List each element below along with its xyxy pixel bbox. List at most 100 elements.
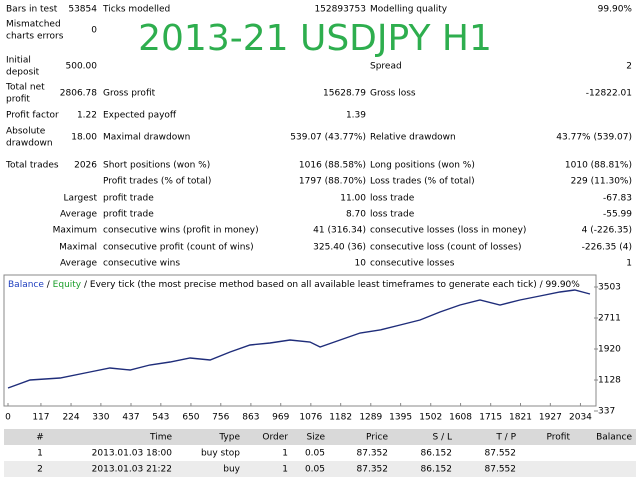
stat-label: Loss trades (% of total)	[370, 177, 475, 187]
legend-entry: Equity	[53, 280, 82, 290]
table-cell: 2013.01.03 18:00	[92, 449, 173, 459]
stat-value: 53854	[68, 5, 97, 15]
y-tick-label: 1128	[598, 376, 621, 386]
x-tick-label: 650	[182, 413, 199, 423]
stat-prefix: Maximum	[53, 226, 97, 236]
stat-value: 1016 (88.58%)	[299, 161, 366, 171]
stat-value: 2	[626, 62, 632, 72]
stat-label: loss trade	[370, 194, 415, 204]
stat-prefix: Average	[60, 259, 97, 269]
x-tick-label: 969	[272, 413, 289, 423]
stat-label: consecutive profit (count of wins)	[103, 243, 254, 253]
table-header: Price	[366, 433, 388, 443]
x-tick-label: 1502	[419, 413, 442, 423]
stat-label: charts errors	[6, 32, 64, 42]
y-tick-label: 2711	[598, 314, 621, 324]
stat-value: 0	[91, 26, 97, 36]
x-tick-label: 0	[5, 413, 11, 423]
x-tick-label: 863	[242, 413, 259, 423]
stat-label: Profit trades (% of total)	[103, 177, 211, 187]
stat-value: -226.35 (4)	[582, 243, 632, 253]
stat-label: loss trade	[370, 210, 415, 220]
table-cell: 2013.01.03 21:22	[92, 465, 172, 475]
balance-line	[7, 289, 591, 389]
x-tick-label: 1821	[509, 413, 532, 423]
table-cell: 1	[282, 465, 288, 475]
stat-value: 11.00	[340, 194, 366, 204]
x-tick-label: 330	[92, 413, 109, 423]
y-tick-label: 3503	[598, 283, 621, 293]
stat-label: Mismatched	[6, 20, 61, 30]
stat-label: consecutive wins (profit in money)	[103, 226, 259, 236]
y-tick-label: 337	[598, 407, 615, 417]
stat-prefix: Largest	[63, 194, 97, 204]
stat-value: 1010 (88.81%)	[565, 161, 632, 171]
table-cell: buy stop	[201, 449, 240, 459]
legend-entry: Balance	[8, 280, 44, 290]
separator: /	[81, 280, 90, 290]
stat-label: Gross loss	[370, 89, 416, 99]
x-tick-label: 1608	[449, 413, 472, 423]
stat-value: 2806.78	[60, 89, 97, 99]
stat-label: Total trades	[5, 161, 59, 171]
stat-value: 229 (11.30%)	[571, 177, 632, 187]
stat-prefix: Average	[60, 210, 97, 220]
overlay-title: 2013-21 USDJPY H1	[138, 18, 492, 59]
stat-value: 8.70	[346, 210, 366, 220]
table-header: Size	[307, 433, 326, 443]
stat-label: Initial	[6, 56, 31, 66]
stat-label: profit trade	[103, 194, 154, 204]
stat-label: profit trade	[103, 210, 154, 220]
stat-value: 15628.79	[323, 89, 366, 99]
stat-label: profit	[6, 95, 30, 105]
table-header: #	[36, 433, 44, 443]
stat-value: 10	[355, 259, 367, 269]
table-header-bg	[4, 429, 636, 445]
stat-value: 99.90%	[598, 5, 633, 15]
stat-label: Spread	[370, 62, 402, 72]
table-header: Order	[262, 433, 288, 443]
table-header: Time	[149, 433, 172, 443]
stat-value: 325.40 (36)	[313, 243, 366, 253]
table-cell: 87.552	[485, 449, 517, 459]
x-tick-label: 2034	[569, 413, 592, 423]
stat-value: 1.22	[77, 111, 97, 121]
table-cell: 86.152	[421, 465, 453, 475]
stat-label: deposit	[6, 68, 40, 78]
table-cell: 87.352	[357, 465, 389, 475]
stat-label: Relative drawdown	[370, 133, 456, 143]
stat-label: Long positions (won %)	[370, 161, 475, 171]
x-tick-label: 543	[152, 413, 169, 423]
table-header: Type	[218, 433, 240, 443]
x-tick-label: 756	[212, 413, 229, 423]
table-cell: 1	[37, 449, 43, 459]
chart-title: Every tick (the most precise method base…	[90, 280, 580, 290]
x-tick-label: 1927	[539, 413, 562, 423]
stat-label: consecutive wins	[103, 259, 180, 269]
table-cell: 87.352	[357, 449, 389, 459]
stat-label: Total net	[5, 83, 45, 93]
stat-value: 152893753	[314, 5, 366, 15]
stat-label: Bars in test	[6, 5, 58, 15]
stat-value: -55.99	[603, 210, 632, 220]
stat-label: drawdown	[6, 139, 53, 149]
table-cell: 0.05	[305, 449, 325, 459]
stat-value: 1.39	[346, 111, 366, 121]
stat-value: 43.77% (539.07)	[556, 133, 632, 143]
stat-label: consecutive losses	[370, 259, 455, 269]
stat-value: 2026	[74, 161, 97, 171]
x-tick-label: 117	[32, 413, 49, 423]
table-header: Balance	[596, 433, 632, 443]
y-tick-label: 1920	[598, 345, 621, 355]
x-tick-label: 1395	[389, 413, 412, 423]
table-cell: 87.552	[485, 465, 517, 475]
stat-label: Expected payoff	[103, 111, 177, 121]
table-header: T / P	[495, 433, 516, 443]
table-cell: 86.152	[421, 449, 453, 459]
stat-value: 1797 (88.70%)	[299, 177, 366, 187]
stat-label: Gross profit	[103, 89, 156, 99]
stat-label: consecutive losses (loss in money)	[370, 226, 526, 236]
stat-label: Short positions (won %)	[103, 161, 210, 171]
separator: /	[44, 280, 53, 290]
